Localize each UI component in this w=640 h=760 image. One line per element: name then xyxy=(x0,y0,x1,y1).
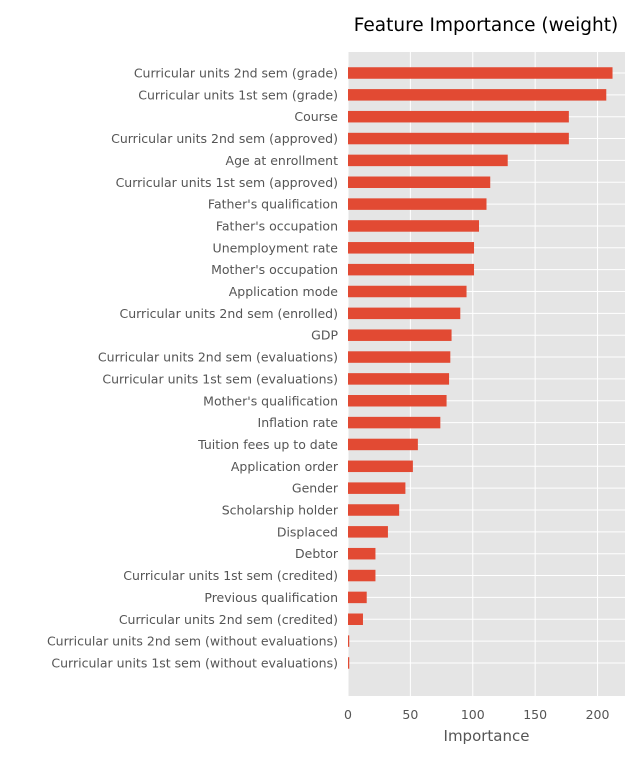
bar xyxy=(348,438,418,451)
bar xyxy=(348,482,406,494)
y-tick-label: Previous qualification xyxy=(204,590,338,605)
bar xyxy=(348,591,367,604)
y-tick-label: Gender xyxy=(292,481,339,496)
y-tick-label: Scholarship holder xyxy=(222,503,339,518)
y-tick-label: Curricular units 2nd sem (credited) xyxy=(119,612,338,627)
y-tick-label: Mother's occupation xyxy=(211,262,338,277)
bar xyxy=(348,307,461,320)
bar xyxy=(348,416,441,429)
bar xyxy=(348,547,376,560)
x-tick-label: 50 xyxy=(402,707,418,722)
bar xyxy=(348,220,480,232)
y-tick-label: Displaced xyxy=(277,524,338,539)
bar xyxy=(348,526,388,538)
y-tick-label: Curricular units 1st sem (grade) xyxy=(138,87,338,102)
chart-title: Feature Importance (weight) xyxy=(354,15,619,36)
bar xyxy=(348,329,452,341)
bar xyxy=(348,395,447,407)
x-axis-title: Importance xyxy=(444,727,530,745)
y-tick-label: Debtor xyxy=(295,546,339,561)
bars xyxy=(348,67,613,669)
bar xyxy=(348,176,491,188)
y-tick-label: GDP xyxy=(311,328,338,343)
y-tick-label: Curricular units 1st sem (without evalua… xyxy=(51,655,338,670)
y-tick-label: Application mode xyxy=(229,284,339,299)
bar xyxy=(348,351,451,363)
bar xyxy=(348,504,400,516)
y-tick-label: Curricular units 2nd sem (approved) xyxy=(111,131,338,146)
bar xyxy=(348,635,350,647)
x-tick-label: 150 xyxy=(523,707,547,722)
y-tick-label: Mother's qualification xyxy=(203,393,338,408)
bar xyxy=(348,285,467,298)
y-tick-label: Curricular units 2nd sem (enrolled) xyxy=(119,306,338,321)
y-tick-label: Age at enrollment xyxy=(226,153,339,168)
y-tick-label: Curricular units 2nd sem (grade) xyxy=(134,66,338,81)
y-tick-label: Unemployment rate xyxy=(213,240,339,255)
y-tick-labels: Curricular units 2nd sem (grade) Curricul… xyxy=(47,66,339,671)
x-tick-label: 0 xyxy=(344,707,352,722)
y-tick-label: Curricular units 1st sem (approved) xyxy=(116,175,338,190)
bar xyxy=(348,89,607,101)
bar xyxy=(348,132,569,145)
bar xyxy=(348,569,376,582)
y-tick-label: Father's occupation xyxy=(216,218,338,233)
y-tick-label: Father's qualification xyxy=(208,197,338,212)
y-tick-label: Inflation rate xyxy=(258,415,339,430)
bar xyxy=(348,460,413,473)
x-tick-label: 100 xyxy=(461,707,485,722)
bar xyxy=(348,373,450,385)
bar xyxy=(348,154,508,167)
bar xyxy=(348,198,487,210)
x-tick-labels: 0 50 100 150 200 xyxy=(344,707,610,722)
bar xyxy=(348,110,569,123)
x-tick-label: 200 xyxy=(586,707,610,722)
bar xyxy=(348,67,613,79)
bar xyxy=(348,657,350,669)
y-tick-label: Curricular units 1st sem (evaluations) xyxy=(102,371,338,386)
y-tick-label: Course xyxy=(294,109,338,124)
y-tick-label: Curricular units 1st sem (credited) xyxy=(123,568,338,583)
bar xyxy=(348,263,475,276)
bar xyxy=(348,613,363,625)
y-tick-label: Tuition fees up to date xyxy=(197,437,338,452)
y-tick-label: Application order xyxy=(231,459,339,474)
y-tick-label: Curricular units 2nd sem (evaluations) xyxy=(98,350,338,365)
y-tick-label: Curricular units 2nd sem (without evalua… xyxy=(47,634,338,649)
bar xyxy=(348,242,475,254)
